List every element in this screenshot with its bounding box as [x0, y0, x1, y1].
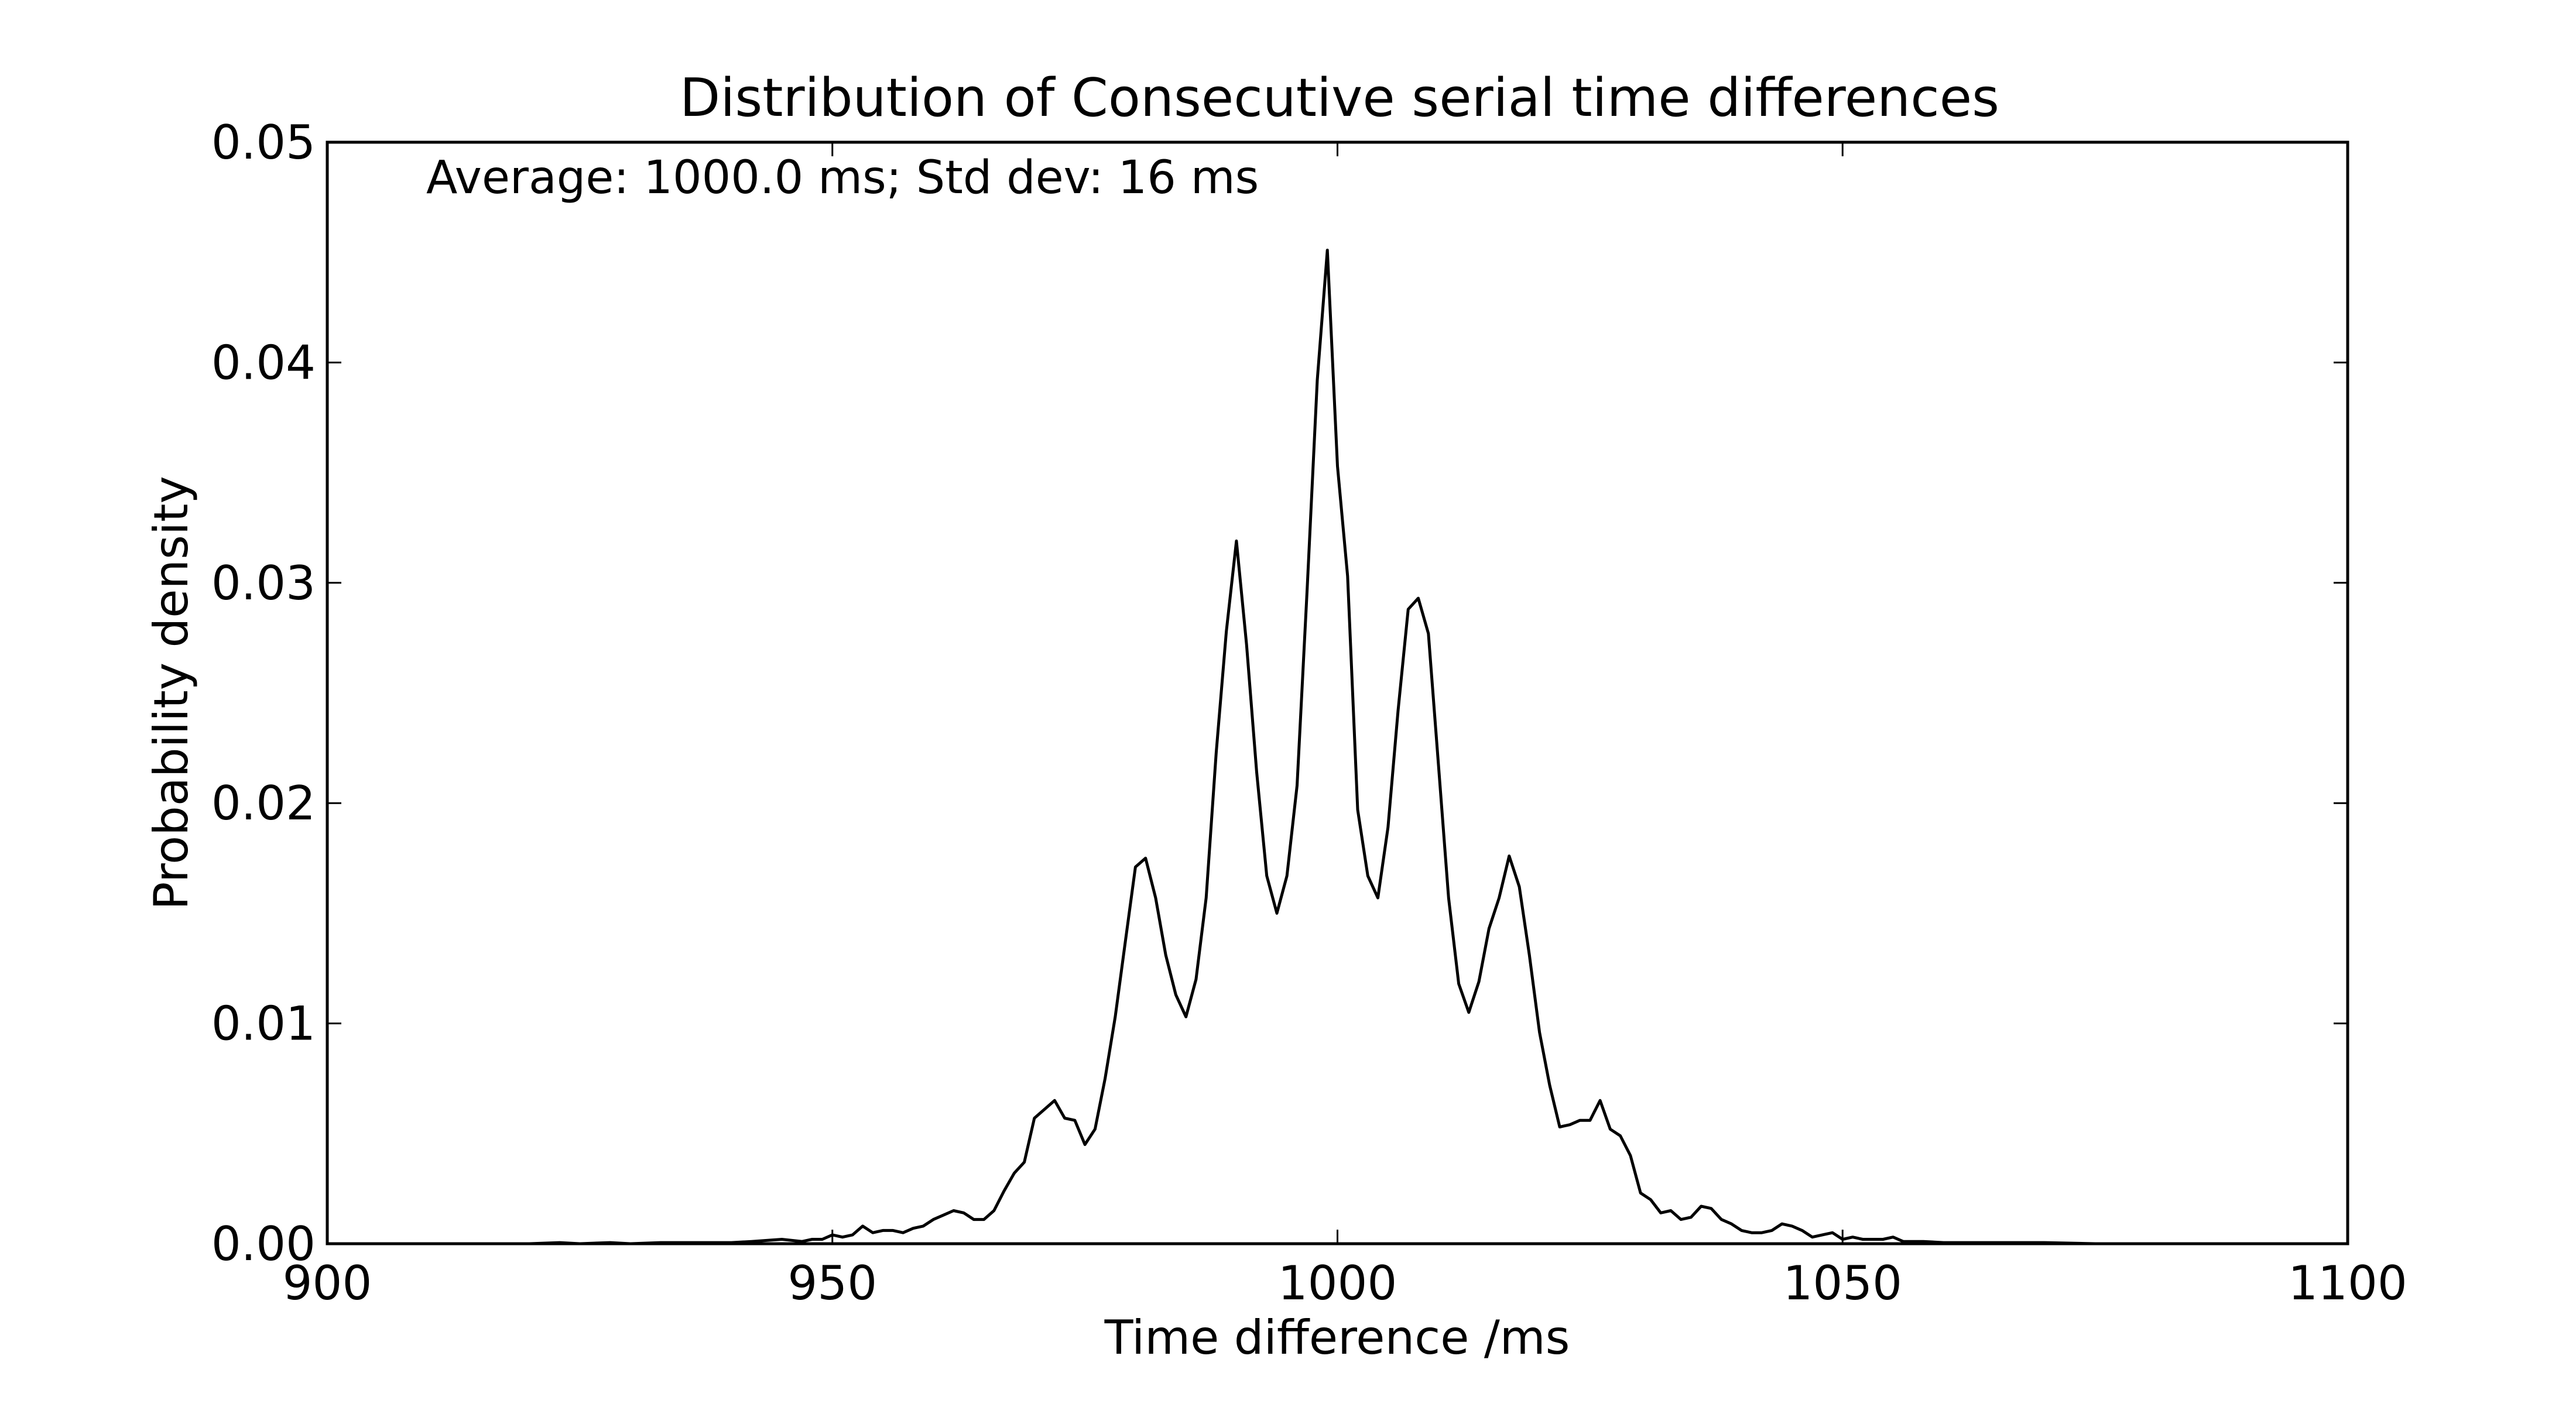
- y-axis-label: Probability density: [144, 476, 198, 910]
- y-tick-label: 0.00: [211, 1217, 316, 1271]
- stats-annotation: Average: 1000.0 ms; Std dev: 16 ms: [426, 152, 1259, 204]
- y-tick-label: 0.01: [211, 997, 316, 1051]
- plot-frame: [326, 140, 2349, 1245]
- series-line-density: [326, 248, 2349, 1245]
- y-tick-label: 0.03: [211, 556, 316, 610]
- y-tick-label: 0.02: [211, 776, 316, 831]
- x-tick-label: 1000: [1278, 1256, 1397, 1310]
- chart-title: Distribution of Consecutive serial time …: [680, 67, 1999, 129]
- x-tick-label: 950: [787, 1256, 877, 1310]
- x-tick-label: 900: [283, 1256, 372, 1310]
- x-axis-ticks: 900 950 1000 1050 1100: [283, 142, 2407, 1310]
- y-tick-label: 0.05: [211, 115, 316, 170]
- y-tick-label: 0.04: [211, 335, 316, 390]
- series-layer: [326, 248, 2349, 1245]
- x-axis-label: Time difference /ms: [1104, 1310, 1570, 1365]
- y-axis-ticks: 0.00 0.01 0.02 0.03 0.04 0.05: [211, 115, 2348, 1271]
- x-tick-label: 1100: [2288, 1256, 2407, 1310]
- x-tick-label: 1050: [1783, 1256, 1902, 1310]
